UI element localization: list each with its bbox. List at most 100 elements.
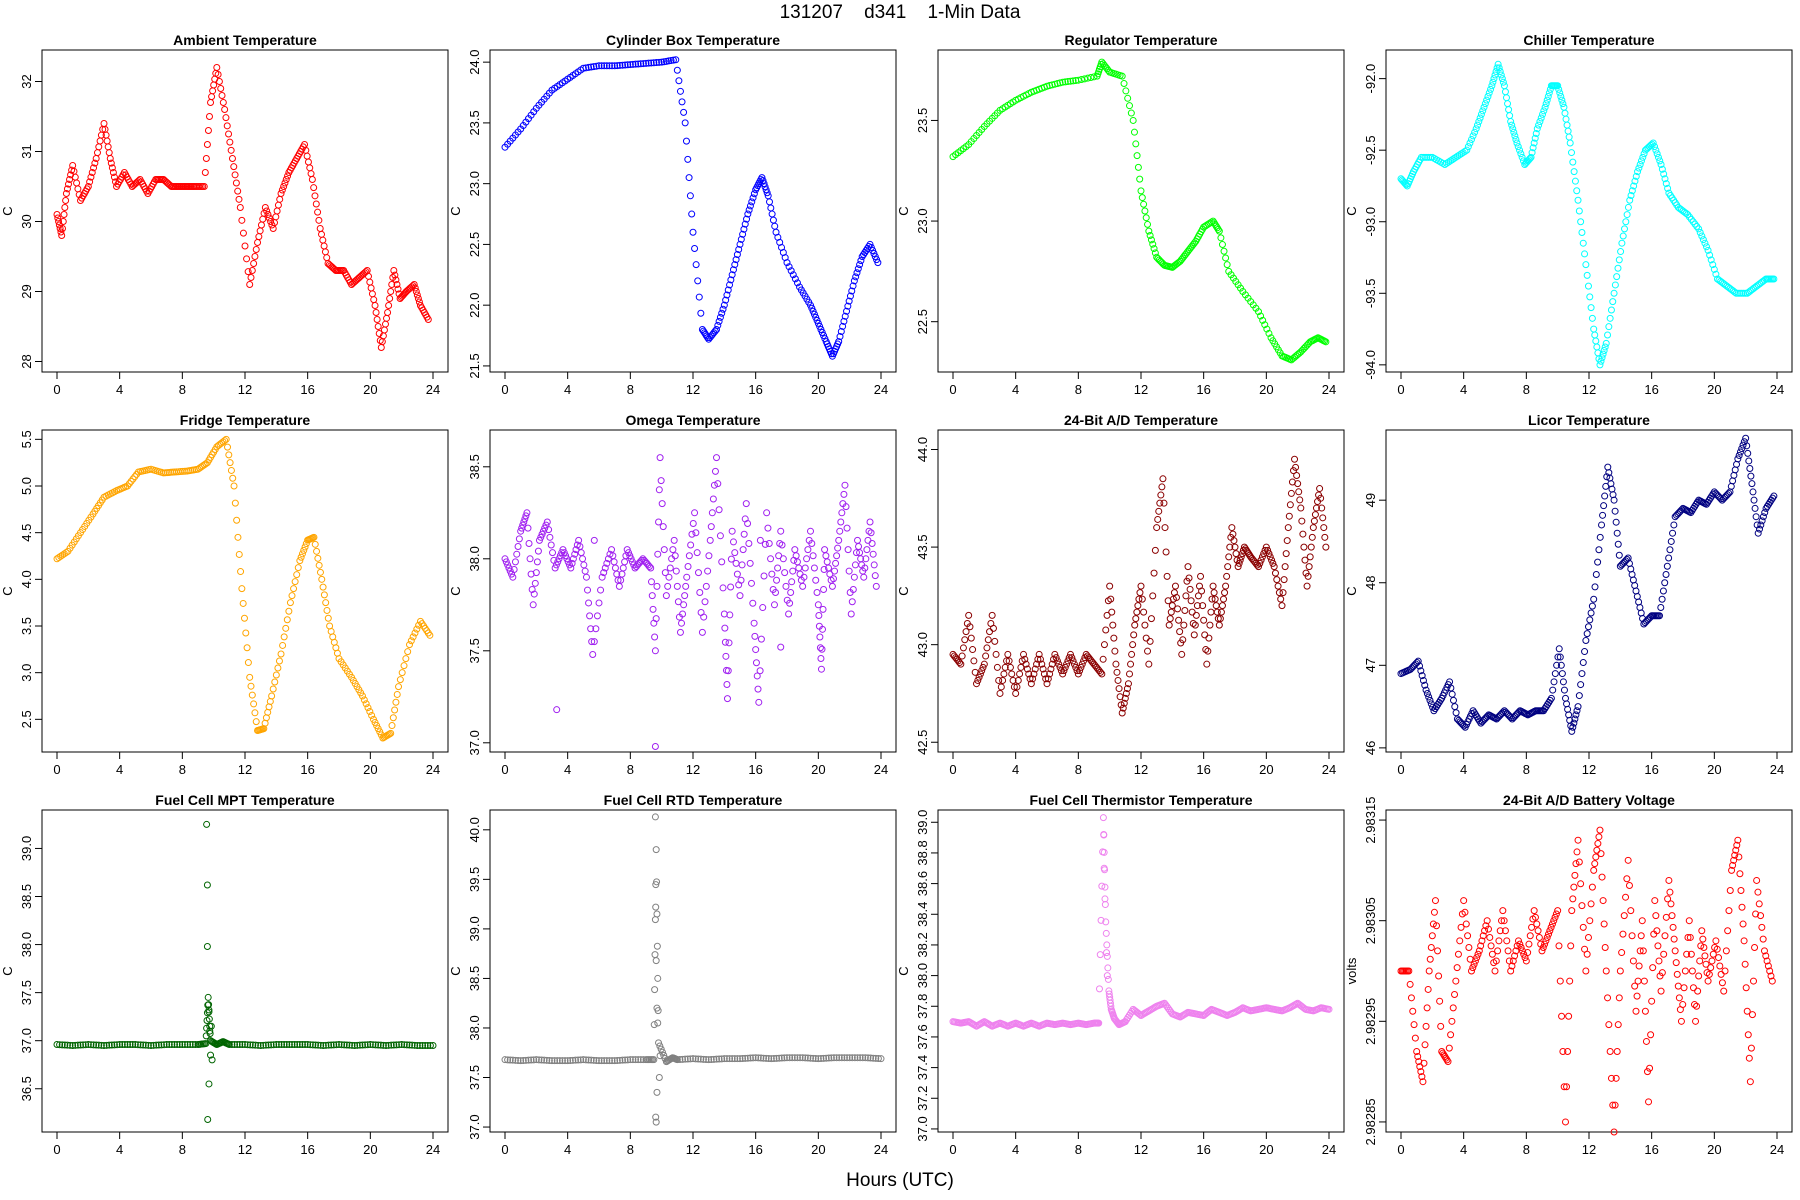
data-point	[781, 569, 789, 577]
data-point	[610, 558, 618, 566]
data-point	[1658, 165, 1666, 173]
data-point	[1472, 125, 1480, 133]
data-point	[1484, 93, 1492, 101]
data-point	[300, 546, 308, 554]
data-point	[791, 275, 799, 283]
data-point	[1014, 676, 1022, 684]
x-tick-label: 24	[1770, 382, 1784, 397]
data-point	[314, 554, 322, 562]
data-point	[1652, 912, 1660, 920]
data-point	[401, 289, 409, 297]
data-point	[1611, 281, 1619, 289]
data-point	[728, 1055, 736, 1063]
data-point	[378, 338, 386, 346]
data-point	[1499, 708, 1507, 716]
data-point	[333, 649, 341, 657]
data-point	[1735, 853, 1743, 861]
data-point	[87, 513, 95, 521]
data-point	[1489, 78, 1497, 86]
data-point	[1166, 615, 1174, 623]
data-point	[1657, 604, 1665, 612]
data-point	[1027, 680, 1035, 688]
data-point	[1186, 585, 1194, 593]
data-point	[1076, 667, 1084, 675]
data-point	[608, 62, 616, 70]
data-point	[1701, 952, 1709, 960]
data-point	[1078, 660, 1086, 668]
y-tick-label: 49	[1363, 493, 1378, 507]
data-point	[1549, 686, 1557, 694]
data-point	[588, 638, 596, 646]
data-point	[1171, 582, 1179, 590]
data-point	[1416, 1063, 1424, 1071]
data-point	[1750, 977, 1757, 985]
data-point	[509, 1056, 517, 1064]
data-point	[654, 1007, 662, 1015]
plot-frame	[1385, 49, 1793, 373]
data-point	[103, 137, 111, 145]
data-series	[949, 814, 1333, 1030]
data-point	[285, 607, 293, 615]
data-point	[1036, 655, 1044, 663]
x-tick-label: 24	[1770, 1142, 1784, 1157]
data-series	[949, 58, 1330, 364]
data-point	[654, 1019, 662, 1027]
plot-frame	[937, 49, 1345, 373]
data-point	[1647, 141, 1655, 149]
y-tick-label: 38.5	[467, 454, 482, 479]
data-point	[603, 62, 611, 70]
data-point	[741, 1054, 749, 1062]
data-point	[504, 1056, 512, 1064]
data-point	[228, 1041, 236, 1049]
data-point	[252, 246, 260, 253]
data-point	[1530, 907, 1538, 915]
y-axis-label: C	[896, 966, 911, 975]
data-point	[1190, 631, 1198, 639]
data-point	[873, 256, 881, 264]
y-tick-label: 3.5	[19, 617, 34, 635]
data-point	[1681, 967, 1689, 975]
data-point	[204, 127, 212, 134]
data-point	[1615, 256, 1623, 264]
data-point	[716, 313, 724, 321]
data-point	[1681, 208, 1689, 216]
data-point	[1530, 139, 1538, 147]
data-point	[1318, 504, 1326, 512]
data-point	[658, 500, 666, 508]
data-point	[1491, 967, 1499, 975]
data-point	[142, 1041, 150, 1049]
data-point	[962, 628, 970, 636]
data-point	[1513, 709, 1521, 717]
data-point	[1116, 71, 1124, 79]
data-point	[1572, 860, 1580, 868]
data-point	[1303, 341, 1311, 349]
data-point	[205, 113, 213, 120]
data-point	[1610, 289, 1618, 297]
data-point	[664, 582, 672, 590]
data-point	[1081, 75, 1089, 83]
data-point	[322, 599, 330, 607]
data-point	[775, 552, 783, 560]
data-point	[1175, 616, 1183, 624]
data-point	[728, 271, 736, 279]
data-point	[853, 269, 861, 277]
data-point	[203, 881, 211, 889]
data-point	[1753, 876, 1761, 884]
data-point	[385, 730, 393, 738]
data-point	[1658, 969, 1666, 977]
data-point	[423, 313, 431, 321]
data-point	[1561, 109, 1569, 117]
data-point	[1543, 96, 1551, 104]
data-point	[411, 284, 419, 292]
data-point	[214, 71, 222, 78]
data-point	[1065, 1020, 1073, 1028]
data-point	[711, 327, 719, 335]
data-point	[1556, 653, 1564, 661]
data-point	[652, 957, 660, 965]
data-point	[524, 524, 532, 532]
data-point	[1734, 289, 1742, 297]
data-point	[829, 575, 837, 583]
data-point	[679, 610, 687, 618]
data-point	[276, 195, 284, 203]
data-point	[362, 700, 370, 708]
